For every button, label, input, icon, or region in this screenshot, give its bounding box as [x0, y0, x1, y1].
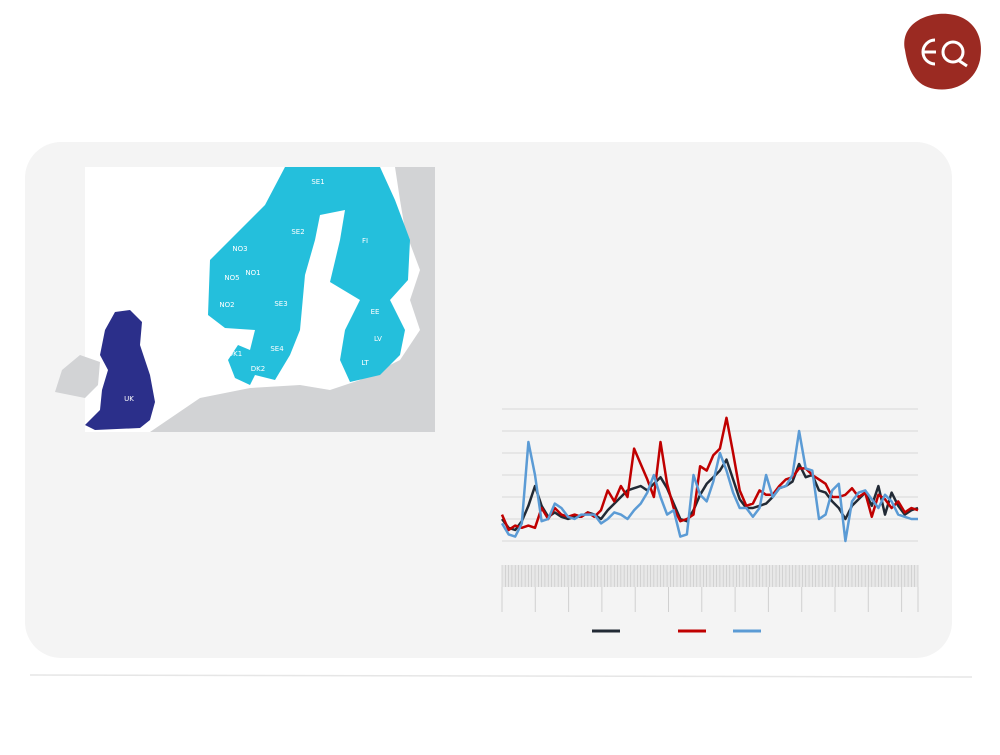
separator — [29, 674, 973, 678]
map-label: NO5 — [224, 274, 239, 282]
map-label: NO3 — [232, 245, 247, 253]
map-label: FI — [362, 237, 368, 245]
map-nordic — [208, 167, 410, 385]
map-label: LT — [361, 359, 369, 367]
map-label: NO2 — [219, 301, 234, 309]
map-label: LV — [374, 335, 382, 343]
map: NO4 SE1 SE2 FI NO3 NO5 NO1 NO2 SE3 EE LV DK1 SE4 DK2 L… — [55, 167, 435, 432]
map-label: DK2 — [251, 365, 265, 373]
map-land — [150, 167, 435, 432]
line-series — [500, 416, 919, 532]
map-label: SE3 — [274, 300, 287, 308]
map-label: UK — [124, 395, 134, 403]
map-label: SE1 — [311, 178, 324, 186]
map-label: DK1 — [228, 350, 242, 358]
map-land — [55, 355, 100, 398]
map-label: EE — [371, 308, 380, 316]
line-series — [500, 429, 918, 543]
map-label: NO4 — [258, 182, 274, 190]
map-uk — [85, 310, 155, 430]
map-label: SE2 — [291, 228, 304, 236]
map-label: NO1 — [245, 269, 260, 277]
logo — [904, 13, 982, 90]
map-label: SE4 — [270, 345, 284, 353]
line-chart — [500, 408, 919, 543]
